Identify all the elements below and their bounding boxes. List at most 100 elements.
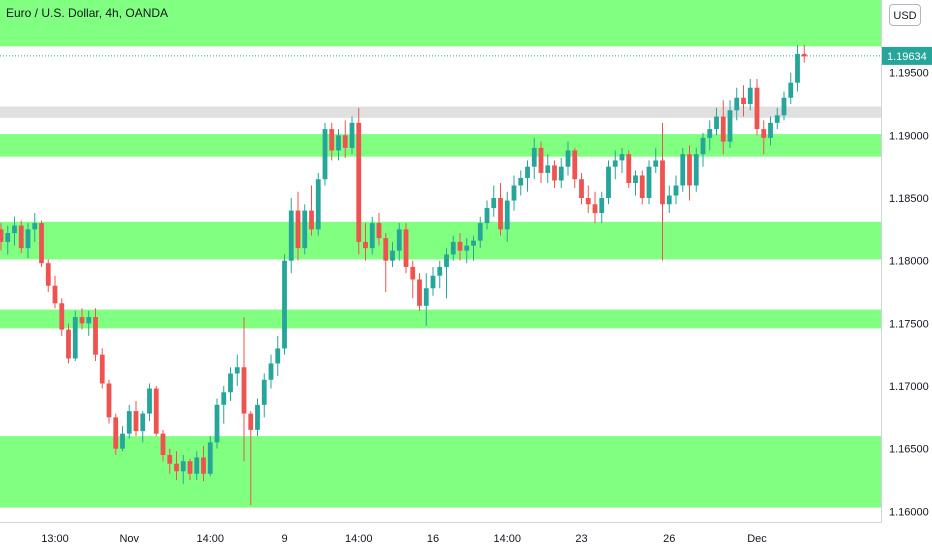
candle-body: [511, 185, 517, 201]
candle: [720, 100, 726, 155]
candle: [464, 238, 470, 264]
last-price-label: 1.19634: [887, 51, 927, 63]
candle-body: [693, 154, 699, 186]
candle-body: [619, 154, 625, 161]
candle-body: [484, 208, 490, 224]
candle: [606, 160, 611, 205]
candle: [714, 107, 719, 136]
x-tick-label: 13:00: [41, 533, 69, 545]
y-tick-label: 1.18000: [889, 256, 929, 268]
candle: [700, 132, 706, 167]
candle-body: [390, 250, 395, 261]
candle-body: [241, 367, 247, 414]
candle: [491, 185, 497, 217]
candle-body: [295, 210, 301, 249]
candle: [417, 273, 422, 311]
candle-body: [707, 129, 713, 138]
candle: [774, 107, 780, 130]
candle-body: [633, 175, 638, 183]
candle-body: [714, 116, 719, 130]
currency-button[interactable]: USD: [889, 4, 921, 26]
candle: [801, 45, 807, 63]
candle-body: [356, 122, 362, 242]
candle-body: [430, 275, 436, 289]
candles-layer: [0, 45, 807, 506]
candle: [113, 413, 119, 455]
candle: [0, 223, 4, 251]
grey-zone: [0, 106, 881, 118]
candle-body: [403, 229, 409, 267]
candle-body: [450, 241, 456, 255]
candle-body: [363, 241, 368, 249]
candle-body: [234, 367, 240, 374]
candle: [147, 383, 152, 422]
candle-body: [653, 160, 659, 167]
candle: [565, 141, 571, 176]
candle: [52, 275, 58, 309]
y-tick-label: 1.17000: [889, 381, 929, 393]
candle-body: [444, 254, 449, 267]
candle-body: [309, 210, 314, 230]
candle: [680, 147, 686, 192]
candle: [59, 298, 65, 336]
candle: [261, 373, 267, 418]
x-tick-label: 14:00: [493, 533, 521, 545]
candle: [25, 223, 31, 259]
candle-body: [133, 411, 139, 432]
candle-body: [0, 229, 4, 242]
candle: [99, 348, 105, 389]
last-price-tag: [882, 46, 932, 65]
candle-body: [106, 383, 112, 418]
candle-body: [32, 223, 38, 230]
candle-body: [167, 454, 173, 464]
candle-body: [187, 461, 193, 474]
candle: [761, 120, 767, 155]
candle: [531, 137, 537, 180]
x-tick-label: 16: [427, 533, 439, 545]
candle: [79, 308, 85, 330]
candle: [572, 147, 578, 188]
candle: [342, 120, 348, 158]
x-tick-label: Dec: [747, 533, 767, 545]
candle-body: [153, 388, 159, 434]
candle-body: [52, 285, 58, 304]
candle: [214, 398, 220, 449]
candle-body: [5, 233, 11, 242]
candle: [498, 182, 503, 236]
candle-body: [417, 279, 422, 306]
candle: [423, 273, 429, 326]
candle-body: [45, 263, 51, 286]
candle: [255, 398, 260, 437]
candle-body: [174, 463, 179, 472]
candle: [194, 451, 200, 481]
x-tick-label: 14:00: [345, 533, 373, 545]
candle: [525, 160, 530, 192]
candle-body: [572, 150, 578, 180]
candle-body: [221, 392, 227, 405]
support-resistance-zone: [0, 221, 881, 260]
candle: [356, 107, 362, 255]
candle: [295, 191, 301, 261]
candle-body: [12, 225, 17, 234]
candle-body: [747, 87, 753, 105]
candle: [201, 446, 206, 482]
candle: [666, 185, 672, 214]
candle: [363, 223, 368, 261]
candle-body: [261, 379, 267, 405]
candle-body: [207, 442, 213, 474]
candle: [268, 354, 274, 389]
candle-body: [423, 288, 429, 306]
candle: [167, 448, 173, 474]
candle-body: [558, 166, 564, 181]
candle: [768, 116, 773, 146]
candle-body: [59, 303, 65, 330]
candle: [660, 122, 665, 261]
candle: [558, 157, 564, 188]
candle: [228, 367, 233, 402]
candle-body: [585, 198, 591, 205]
candle-body: [626, 154, 632, 183]
candle: [410, 260, 416, 299]
candle: [626, 150, 632, 188]
price-axis-bg: [882, 0, 932, 550]
